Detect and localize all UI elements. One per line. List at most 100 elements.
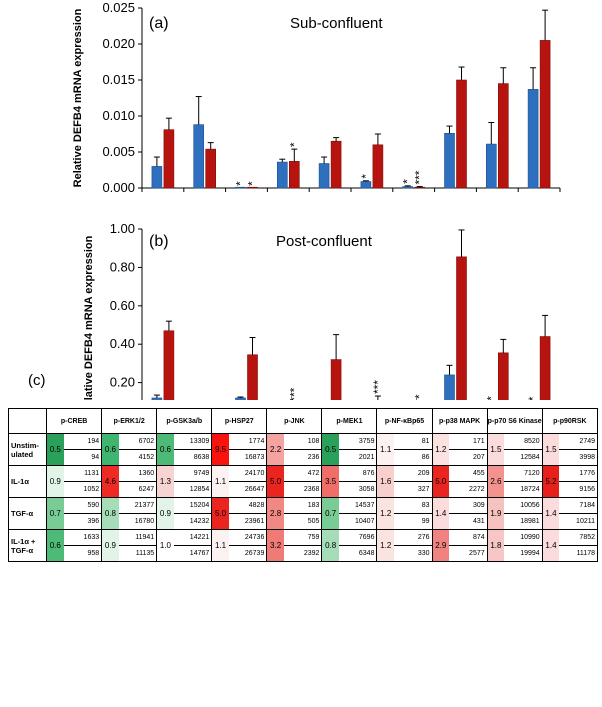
table-header-row: p-CREB p-ERK1/2 p-GSK3a/b p-HSP27 p-JNK p-MEK… xyxy=(7,408,599,434)
bar-control xyxy=(276,161,288,189)
ratio-cell: 1.1 xyxy=(211,465,229,498)
value-bottom: 2392 xyxy=(283,545,323,562)
bar-control xyxy=(402,186,414,189)
bar-treated xyxy=(456,79,467,189)
ratio-cell: 5.0 xyxy=(266,465,284,498)
value-bottom: 16780 xyxy=(118,513,158,530)
ratio-cell: 1.3 xyxy=(156,465,174,498)
value-top: 472 xyxy=(283,465,323,482)
table-row: 1052 6247 12854 26647 2368 3058 327 2272 18724 91… xyxy=(9,481,599,498)
value-bottom: 86 xyxy=(393,449,433,466)
ratio-cell: 1.4 xyxy=(541,529,560,562)
value-top: 183 xyxy=(283,497,323,514)
bar-control xyxy=(151,166,163,189)
ratio-cell: 3.2 xyxy=(266,529,284,562)
bar-treated xyxy=(414,186,426,189)
value-bottom: 330 xyxy=(393,545,433,562)
value-bottom: 10407 xyxy=(338,513,378,530)
y-axis-label: Relative DEFB4 mRNA expression xyxy=(72,8,84,187)
column-header: p-p90RSK xyxy=(541,408,599,434)
table-row: Unstim-ulated 0.5 194 0.6 6702 0.6 13309 9.5 177… xyxy=(7,433,599,466)
value-bottom: 327 xyxy=(393,481,433,498)
value-bottom: 8638 xyxy=(173,449,213,466)
bar-control xyxy=(360,181,372,189)
value-bottom: 14767 xyxy=(173,545,213,562)
column-header: p-p70 S6 Kinase xyxy=(486,408,543,434)
y-tick-label: 0.025 xyxy=(102,0,135,15)
y-tick-label: 0.010 xyxy=(102,108,135,123)
value-top: 14537 xyxy=(338,497,378,514)
value-top: 9749 xyxy=(173,465,213,482)
ratio-cell: 1.4 xyxy=(541,497,560,530)
ratio-cell: 1.0 xyxy=(156,529,174,562)
value-bottom: 19994 xyxy=(504,545,543,562)
bar-treated xyxy=(539,336,551,400)
value-top: 81 xyxy=(393,433,433,450)
y-tick-label: 0.60 xyxy=(110,298,135,313)
bar-control xyxy=(318,163,330,189)
bar-treated xyxy=(456,256,467,400)
value-bottom: 99 xyxy=(393,513,433,530)
column-header: p-HSP27 xyxy=(211,408,268,434)
ratio-cell: 5.0 xyxy=(211,497,229,530)
value-top: 874 xyxy=(449,529,488,546)
value-bottom: 18981 xyxy=(504,513,543,530)
ratio-cell: 0.9 xyxy=(156,497,174,530)
table-body: Unstim-ulated 0.5 194 0.6 6702 0.6 13309 9.5 177… xyxy=(7,433,599,562)
ratio-cell: 0.9 xyxy=(101,529,119,562)
ratio-cell: 2.8 xyxy=(266,497,284,530)
y-tick-label: 0.020 xyxy=(102,36,135,51)
y-tick-label: 0.015 xyxy=(102,72,135,87)
value-top: 7852 xyxy=(559,529,599,546)
bar-control xyxy=(235,186,246,189)
value-bottom: 26647 xyxy=(228,481,268,498)
value-top: 13309 xyxy=(173,433,213,450)
chart-a-sub-confluent: 0.000 0.005 0.010 0.015 0.020 0.025 Relative D… xyxy=(72,0,561,195)
y-tick-label: 0.40 xyxy=(110,336,135,351)
table-row: TGF-α 0.7 590 0.8 21377 0.9 15204 5.0 4828 2.8 183… xyxy=(7,497,599,530)
value-top: 108 xyxy=(283,433,323,450)
value-top: 4828 xyxy=(228,497,268,514)
bar-control xyxy=(444,132,455,189)
value-bottom: 431 xyxy=(449,513,488,530)
y-axis-label: Relative DEFB4 mRNA expression xyxy=(83,235,95,400)
value-bottom: 3058 xyxy=(338,481,378,498)
value-bottom: 23961 xyxy=(228,513,268,530)
value-bottom: 12584 xyxy=(504,449,543,466)
row-label: TGF-α xyxy=(7,497,48,530)
ratio-cell: 2.2 xyxy=(266,433,284,466)
bar-control xyxy=(193,124,204,189)
value-top: 6702 xyxy=(118,433,158,450)
value-bottom: 1052 xyxy=(63,481,103,498)
value-top: 7696 xyxy=(338,529,378,546)
bar-treated xyxy=(288,161,300,189)
value-top: 876 xyxy=(338,465,378,482)
ratio-cell: 1.5 xyxy=(486,433,505,466)
value-top: 83 xyxy=(393,497,433,514)
value-top: 3759 xyxy=(338,433,378,450)
bar-treated xyxy=(163,129,175,189)
value-top: 21377 xyxy=(118,497,158,514)
value-top: 7120 xyxy=(504,465,543,482)
significance-stars: * xyxy=(401,179,415,184)
panel-c-label: (c) xyxy=(28,372,46,389)
value-top: 590 xyxy=(63,497,103,514)
table-row: 94 4152 8638 16873 236 2021 86 207 12584 3998 xyxy=(9,449,599,466)
value-top: 7184 xyxy=(559,497,599,514)
significance-stars: * xyxy=(287,142,301,147)
ratio-cell: 0.7 xyxy=(46,497,64,530)
ratio-cell: 1.2 xyxy=(376,529,394,562)
bar-treated xyxy=(330,140,342,189)
chart-title: Post-confluent xyxy=(276,233,373,250)
ratio-cell: 2.6 xyxy=(486,465,505,498)
ratio-cell: 0.6 xyxy=(46,529,64,562)
bar-control xyxy=(151,397,163,400)
panel-label: (b) xyxy=(149,233,169,250)
value-top: 309 xyxy=(449,497,488,514)
bar-treated xyxy=(205,148,216,189)
value-bottom: 505 xyxy=(283,513,323,530)
significance-stars: * xyxy=(484,396,498,400)
bar-control xyxy=(527,89,539,189)
bar-treated xyxy=(247,186,258,189)
significance-stars: * xyxy=(246,181,260,186)
